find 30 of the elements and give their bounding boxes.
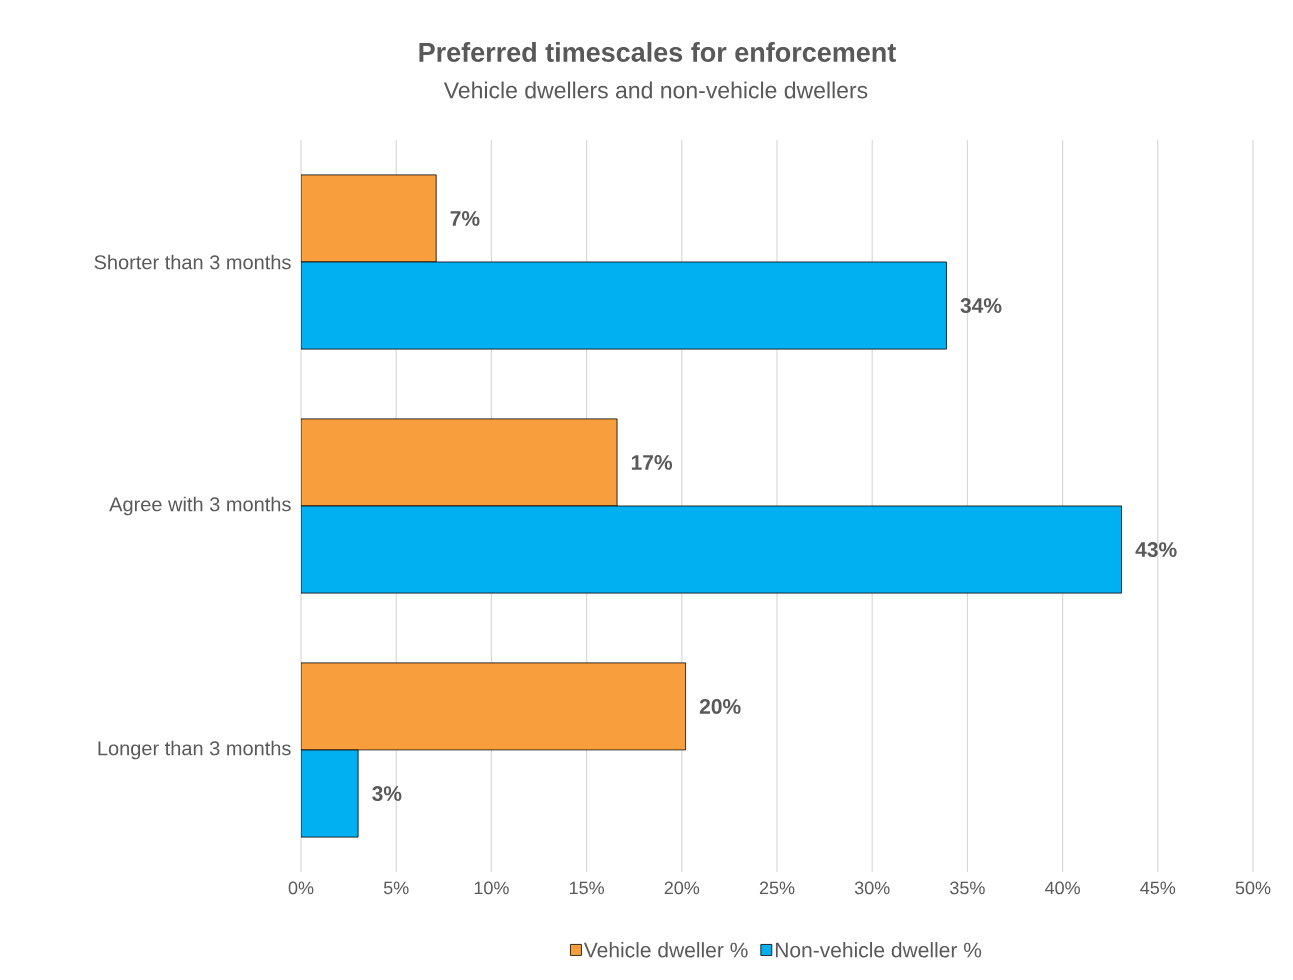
x-tick-label: 45% xyxy=(1140,881,1176,895)
x-tick-label: 40% xyxy=(1045,881,1080,895)
data-label: 20% xyxy=(699,699,741,714)
x-tick-label: 25% xyxy=(759,881,795,895)
chart-subtitle: Vehicle dwellers and non-vehicle dwellers xyxy=(443,81,868,99)
data-label: 17% xyxy=(631,455,673,470)
data-label: 43% xyxy=(1135,542,1177,557)
y-tick-label: Longer than 3 months xyxy=(98,740,291,760)
bar xyxy=(301,662,687,751)
y-tick-label: Agree with 3 months xyxy=(109,496,291,516)
x-tick-label: 0% xyxy=(288,881,314,895)
data-label: 3% xyxy=(372,786,402,801)
x-tick-label: 50% xyxy=(1235,881,1271,895)
y-tick-label: Shorter than 3 months xyxy=(94,254,291,270)
legend-label: Non-vehicle dweller % xyxy=(775,942,982,958)
legend-label: Vehicle dweller % xyxy=(583,942,748,958)
x-tick-label: 10% xyxy=(474,881,509,895)
bar xyxy=(301,261,947,350)
x-tick-label: 15% xyxy=(569,881,604,895)
bar xyxy=(301,174,437,263)
data-label: 7% xyxy=(450,211,480,226)
bar xyxy=(301,505,1123,594)
x-tick-label: 35% xyxy=(950,881,985,895)
data-label: 34% xyxy=(960,298,1002,313)
x-tick-label: 20% xyxy=(664,881,700,895)
bar xyxy=(301,418,618,507)
x-tick-label: 5% xyxy=(383,881,409,895)
x-tick-label: 30% xyxy=(854,881,890,895)
bar xyxy=(301,749,359,838)
chart-title: Preferred timescales for enforcement xyxy=(419,42,896,62)
